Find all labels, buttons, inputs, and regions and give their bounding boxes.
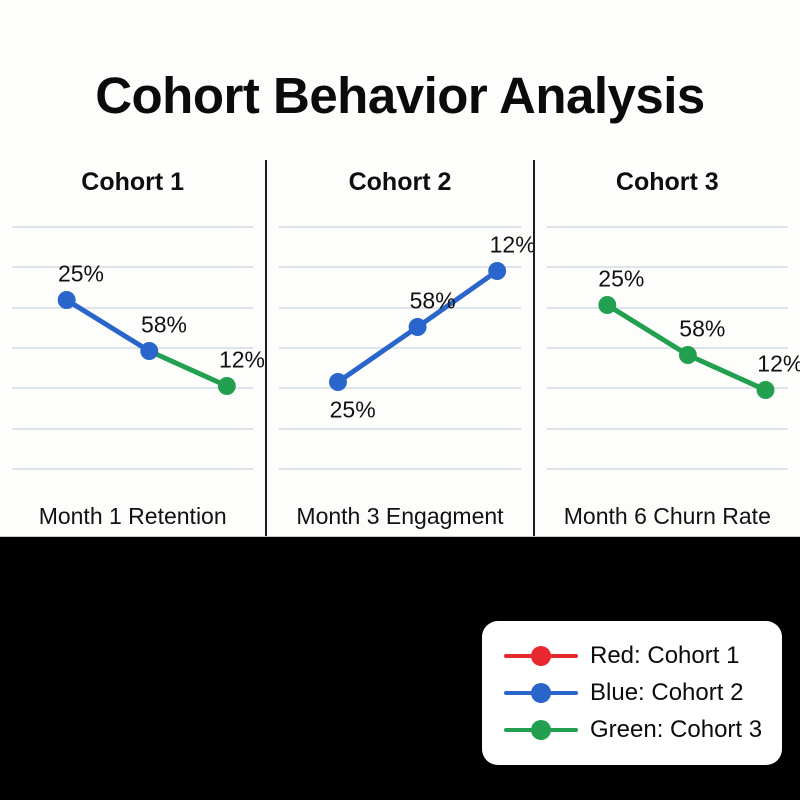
data-point-marker — [678, 346, 697, 364]
gridline — [546, 266, 788, 268]
gridline — [546, 428, 788, 430]
data-point-label: 12% — [218, 346, 266, 373]
gridline — [546, 387, 788, 389]
chart-board: Cohort Behavior Analysis Cohort 1 25% 58% 1… — [0, 0, 800, 537]
plot-area: 25% 58% 12% — [535, 216, 800, 478]
data-point-marker — [408, 318, 427, 336]
gridline — [546, 468, 788, 470]
series-segment — [335, 324, 421, 385]
series-segment — [146, 348, 230, 389]
series-segment — [64, 297, 152, 354]
gridline — [546, 307, 788, 309]
legend-row: Red: Cohort 1 — [504, 638, 764, 674]
legend-marker-icon — [504, 682, 578, 704]
legend-marker-icon — [504, 645, 578, 667]
legend-dot — [531, 645, 551, 666]
panel-title: Cohort 3 — [615, 168, 719, 196]
data-point-marker — [140, 342, 159, 360]
data-point-marker — [329, 373, 348, 391]
data-point-label: 58% — [140, 311, 188, 338]
data-point-label: 25% — [598, 265, 645, 292]
gridline — [546, 347, 788, 349]
gridline — [12, 347, 254, 349]
gridlines — [0, 216, 265, 478]
plot-area: 25% 58% 12% — [0, 216, 265, 478]
series-line — [57, 291, 236, 395]
gridline — [546, 226, 788, 228]
data-point-marker — [488, 262, 507, 280]
axis-caption: Month 1 Retention — [38, 503, 227, 529]
gridline — [279, 428, 521, 430]
plot-area: 25% 58% 12% — [267, 216, 536, 478]
chart-panel-2: Cohort 2 25% 58% 12% Month 3 Engagment — [265, 160, 536, 536]
series-segment — [415, 268, 500, 330]
gridline — [12, 468, 254, 470]
gridline — [279, 307, 521, 309]
legend-row: Blue: Cohort 2 — [504, 675, 764, 711]
panel-title: Cohort 1 — [81, 168, 185, 196]
data-point-label: 12% — [757, 350, 800, 377]
legend-dot — [531, 682, 551, 703]
gridlines — [535, 216, 800, 478]
chart-panel-3: Cohort 3 25% 58% 12% Month 6 Churn Rate — [532, 160, 800, 536]
series-line — [329, 262, 507, 391]
gridline — [12, 307, 254, 309]
legend-dot — [531, 720, 551, 741]
legend-label: Blue: Cohort 2 — [590, 678, 744, 706]
legend-label: Green: Cohort 3 — [590, 716, 763, 744]
legend-card: Red: Cohort 1 Blue: Cohort 2 Green: Cohort… — [482, 621, 782, 765]
legend-row: Green: Cohort 3 — [504, 712, 764, 748]
data-point-marker — [217, 377, 236, 395]
gridline — [279, 226, 521, 228]
gridline — [279, 347, 521, 349]
data-point-label: 58% — [409, 287, 456, 314]
data-point-marker — [57, 291, 76, 309]
gridline — [12, 428, 254, 430]
page-title: Cohort Behavior Analysis — [95, 67, 705, 124]
data-point-label: 25% — [329, 396, 376, 423]
legend-marker-icon — [504, 719, 578, 741]
axis-caption: Month 6 Churn Rate — [563, 503, 771, 529]
gridline — [12, 387, 254, 389]
gridline — [279, 266, 521, 268]
legend-label: Red: Cohort 1 — [590, 641, 740, 669]
gridline — [12, 266, 254, 268]
data-point-marker — [756, 381, 775, 399]
data-point-label: 12% — [489, 231, 536, 258]
series-segment — [604, 302, 691, 358]
chart-panel-1: Cohort 1 25% 58% 12% Month 1 Retention — [0, 160, 265, 536]
gridline — [279, 468, 521, 470]
data-point-label: 58% — [679, 315, 726, 342]
gridline — [279, 387, 521, 389]
series-line — [598, 296, 775, 399]
data-point-label: 25% — [57, 260, 105, 287]
axis-caption: Month 3 Engagment — [296, 503, 504, 529]
data-point-marker — [598, 296, 616, 314]
panel-title: Cohort 2 — [348, 168, 452, 196]
gridlines — [267, 216, 532, 478]
panel-row: Cohort 1 25% 58% 12% Month 1 Retention Cohort… — [0, 160, 800, 536]
gridline — [12, 226, 254, 228]
series-segment — [685, 352, 768, 393]
